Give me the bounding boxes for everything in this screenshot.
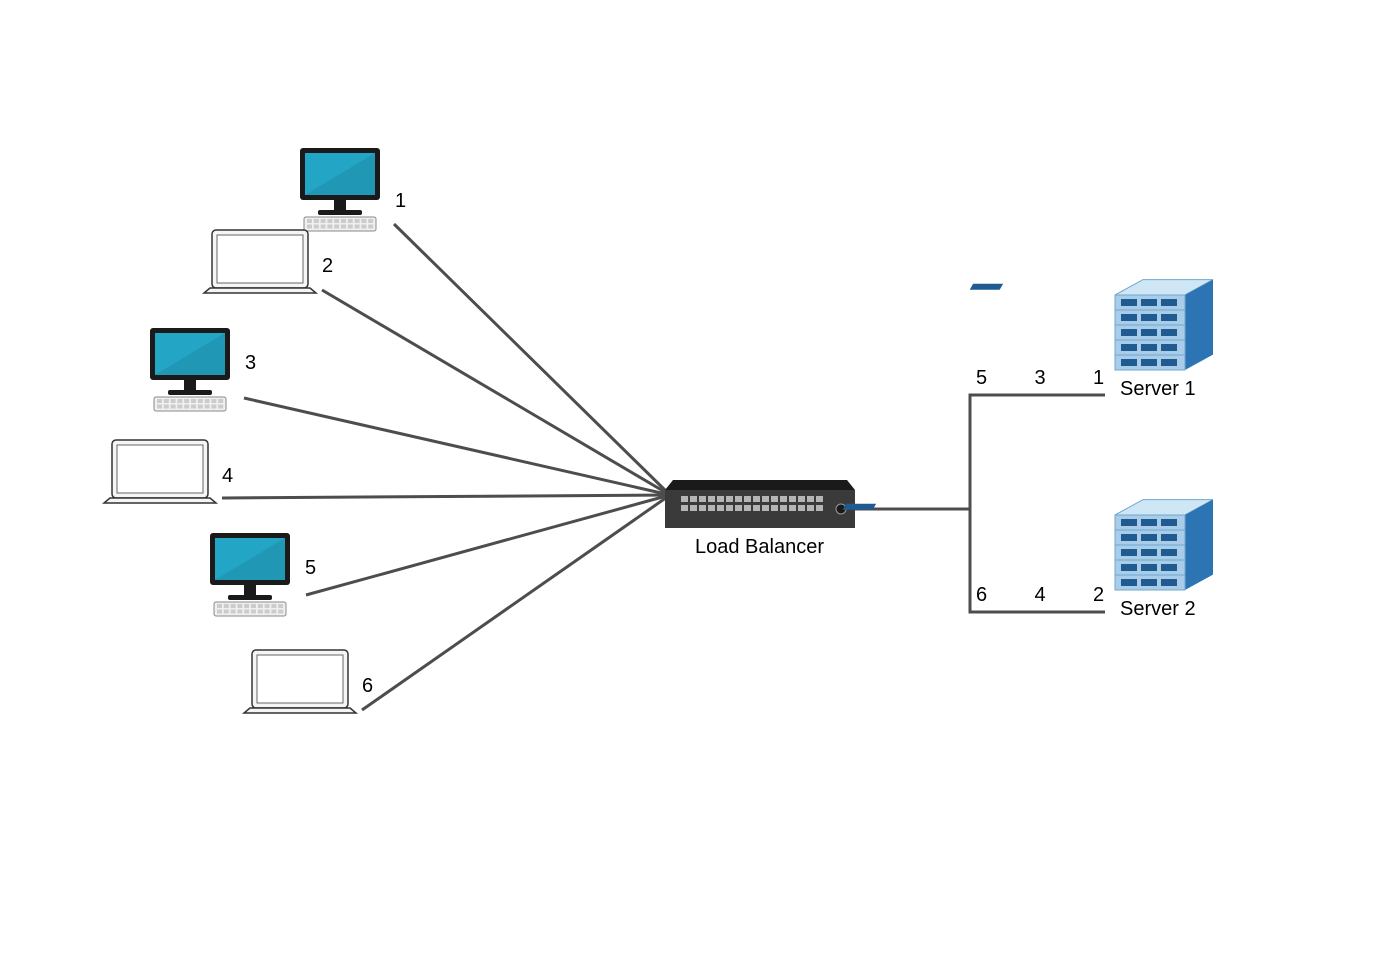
edge-server1 bbox=[970, 395, 1105, 509]
client-label-6: 6 bbox=[362, 675, 373, 698]
server-label-2: Server 2 bbox=[1120, 598, 1196, 621]
assignment-Server2-6: 6 bbox=[976, 584, 987, 607]
client-desktop-icon bbox=[300, 148, 380, 231]
client-label-1: 1 bbox=[395, 190, 406, 213]
client-label-5: 5 bbox=[305, 557, 316, 580]
client-desktop-icon bbox=[150, 328, 230, 411]
edge-client-3 bbox=[244, 398, 670, 495]
load-balancer-icon bbox=[665, 480, 855, 528]
server-icon bbox=[843, 500, 1213, 590]
client-label-3: 3 bbox=[245, 352, 256, 375]
edge-client-6 bbox=[362, 495, 670, 710]
client-label-4: 4 bbox=[222, 465, 233, 488]
client-laptop-icon bbox=[204, 230, 316, 293]
edge-client-1 bbox=[394, 224, 670, 495]
server-label-1: Server 1 bbox=[1120, 378, 1196, 401]
client-label-2: 2 bbox=[322, 255, 333, 278]
client-laptop-icon bbox=[104, 440, 216, 503]
edge-client-5 bbox=[306, 495, 670, 595]
assignment-Server2-4: 4 bbox=[1035, 584, 1046, 607]
edge-client-4 bbox=[222, 495, 670, 498]
assignment-Server1-1: 1 bbox=[1093, 367, 1104, 390]
load-balancer-label: Load Balancer bbox=[695, 536, 824, 559]
assignment-Server1-3: 3 bbox=[1035, 367, 1046, 390]
server-icon bbox=[970, 280, 1213, 370]
diagram-canvas bbox=[0, 0, 1379, 975]
edge-client-2 bbox=[322, 290, 670, 495]
assignment-Server2-2: 2 bbox=[1093, 584, 1104, 607]
client-desktop-icon bbox=[210, 533, 290, 616]
assignment-Server1-5: 5 bbox=[976, 367, 987, 390]
client-laptop-icon bbox=[244, 650, 356, 713]
